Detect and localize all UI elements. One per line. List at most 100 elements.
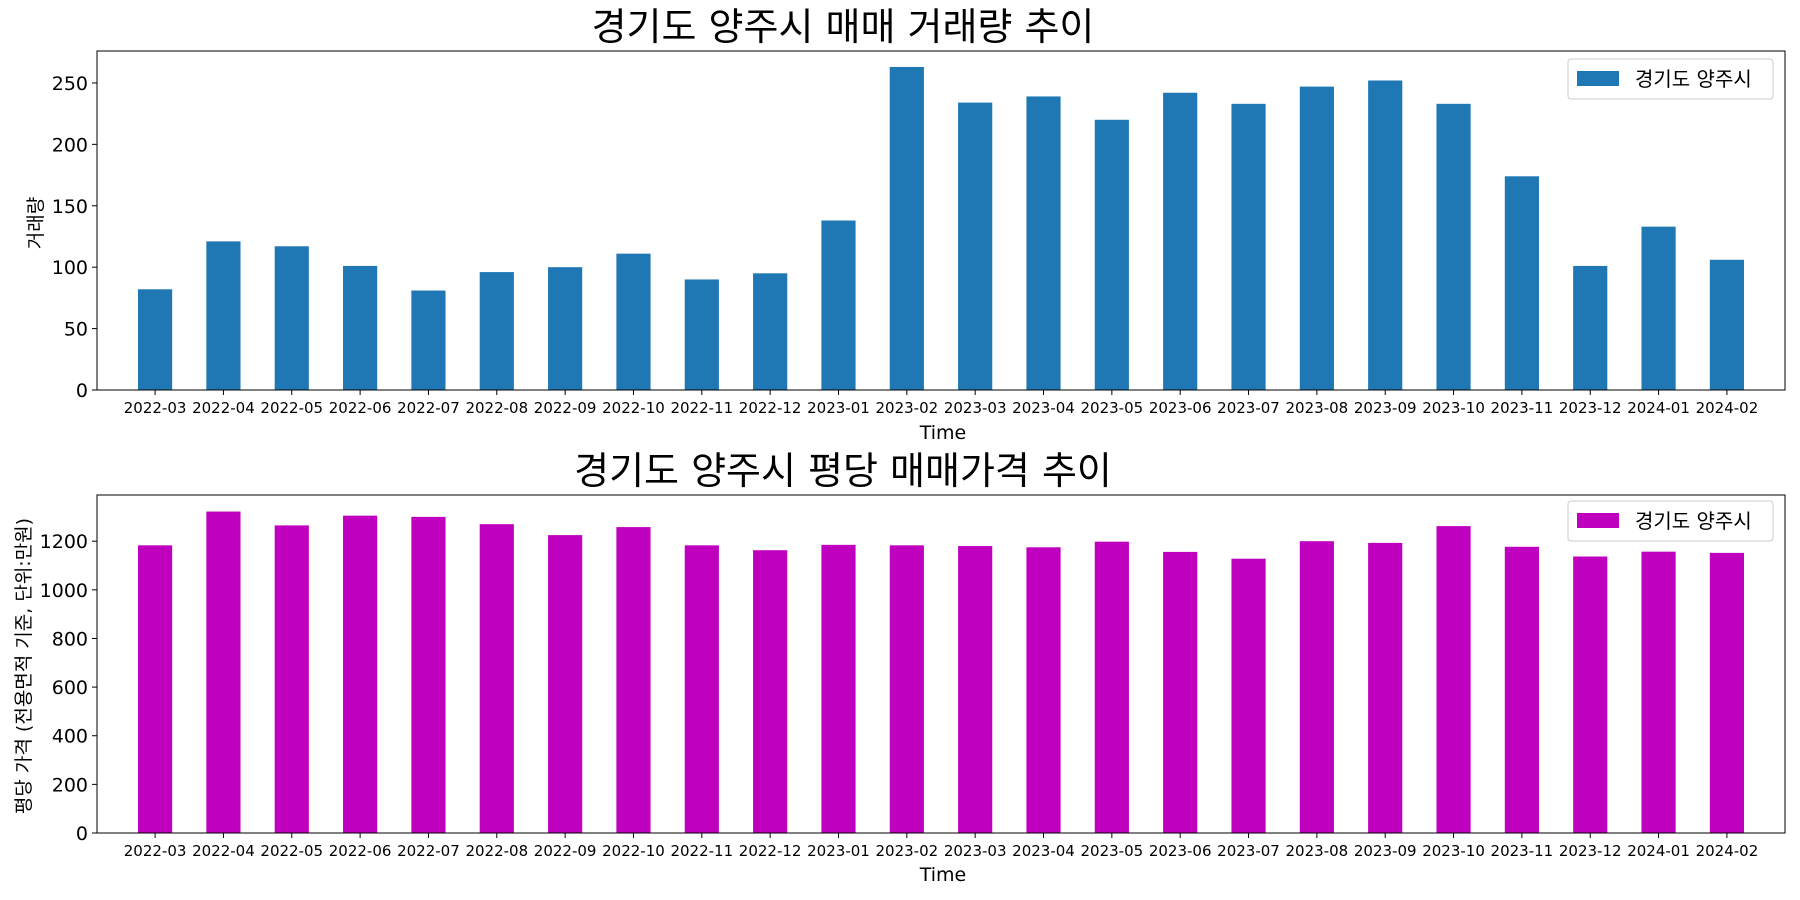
bar xyxy=(1504,176,1539,390)
plot-frame xyxy=(96,50,1786,391)
bar xyxy=(1231,558,1266,833)
x-tick-label: 2023-11 xyxy=(1491,842,1554,860)
x-tick-label: 2022-05 xyxy=(260,842,323,860)
x-tick-label: 2023-08 xyxy=(1286,842,1349,860)
x-tick-label: 2024-01 xyxy=(1627,399,1690,417)
x-tick-label: 2023-07 xyxy=(1217,399,1280,417)
x-tick-label: 2022-03 xyxy=(124,842,187,860)
y-tick-label: 0 xyxy=(76,380,88,402)
x-tick-label: 2023-07 xyxy=(1217,842,1280,860)
x-tick-label: 2023-10 xyxy=(1422,399,1485,417)
x-tick-label: 2024-02 xyxy=(1696,399,1759,417)
x-tick-label: 2023-04 xyxy=(1012,399,1075,417)
x-tick-label: 2023-05 xyxy=(1081,842,1144,860)
transaction-volume-chart: 경기도 양주시 매매 거래량 추이 거래량 Time 0 50 100 150 200 2… xyxy=(25,5,1786,444)
x-tick-label: 2024-01 xyxy=(1627,842,1690,860)
bar xyxy=(1436,103,1471,390)
bar xyxy=(753,273,788,390)
x-tick-label: 2023-02 xyxy=(875,399,938,417)
x-tick-label: 2022-06 xyxy=(329,842,392,860)
x-tick-label: 2022-09 xyxy=(534,399,597,417)
x-tick-label: 2022-07 xyxy=(397,399,460,417)
y-tick-label: 800 xyxy=(52,628,88,650)
plot-frame xyxy=(96,494,1786,834)
bar xyxy=(1094,119,1129,391)
bar xyxy=(1709,259,1744,390)
x-ticks: 2022-03 2022-04 2022-05 2022-06 2022-07 2022-… xyxy=(124,390,1759,417)
legend-swatch xyxy=(1577,71,1619,86)
bar xyxy=(958,546,993,833)
bar xyxy=(548,267,583,390)
y-tick-label: 150 xyxy=(52,196,88,218)
bar xyxy=(1368,80,1403,390)
x-tick-label: 2023-06 xyxy=(1149,399,1212,417)
x-tick-label: 2023-01 xyxy=(807,842,870,860)
x-tick-label: 2023-06 xyxy=(1149,842,1212,860)
x-tick-label: 2022-11 xyxy=(670,842,733,860)
y-tick-label: 400 xyxy=(52,726,88,748)
x-tick-label: 2023-02 xyxy=(875,842,938,860)
bar xyxy=(1436,526,1471,833)
x-tick-label: 2022-07 xyxy=(397,842,460,860)
y-tick-label: 1200 xyxy=(40,531,88,553)
y-tick-label: 200 xyxy=(52,134,88,156)
bar xyxy=(274,525,309,833)
bar xyxy=(206,511,241,833)
bar xyxy=(616,527,651,833)
x-tick-label: 2022-12 xyxy=(739,842,802,860)
bar xyxy=(138,289,173,390)
x-axis-label: Time xyxy=(919,864,967,886)
legend-box xyxy=(1567,58,1774,100)
bar xyxy=(411,516,446,833)
chart-title: 경기도 양주시 매매 거래량 추이 xyxy=(592,5,1095,49)
bar xyxy=(684,279,719,390)
y-tick-label: 1000 xyxy=(40,580,88,602)
chart-title: 경기도 양주시 평당 매매가격 추이 xyxy=(574,449,1112,493)
legend-label: 경기도 양주시 xyxy=(1635,509,1752,533)
bar xyxy=(479,524,514,833)
y-ticks: 0 200 400 600 800 1000 1200 xyxy=(40,531,97,845)
legend-label: 경기도 양주시 xyxy=(1635,67,1752,91)
x-tick-label: 2022-06 xyxy=(329,399,392,417)
bar xyxy=(1026,96,1061,391)
bar xyxy=(138,545,173,833)
legend: 경기도 양주시 xyxy=(1567,58,1774,100)
bar xyxy=(1163,551,1198,833)
x-tick-label: 2022-08 xyxy=(465,399,528,417)
bar xyxy=(1026,547,1061,833)
x-tick-label: 2023-11 xyxy=(1491,399,1554,417)
bar xyxy=(753,550,788,833)
legend-swatch xyxy=(1577,513,1619,528)
bar xyxy=(1504,546,1539,833)
bar xyxy=(616,253,651,390)
bar-group xyxy=(138,511,1744,833)
y-axis-label: 평당 가격 (전용면적 기준, 단위:만원) xyxy=(13,518,35,814)
x-tick-label: 2022-05 xyxy=(260,399,323,417)
x-tick-label: 2024-02 xyxy=(1696,842,1759,860)
bar xyxy=(889,66,924,390)
x-tick-label: 2022-09 xyxy=(534,842,597,860)
x-tick-label: 2022-10 xyxy=(602,842,665,860)
x-tick-label: 2022-04 xyxy=(192,399,255,417)
x-tick-label: 2022-10 xyxy=(602,399,665,417)
bar xyxy=(821,544,856,833)
bar xyxy=(343,515,378,833)
bar xyxy=(1231,103,1266,390)
y-axis-label: 거래량 xyxy=(25,197,47,249)
bar xyxy=(274,246,309,390)
bar xyxy=(1299,86,1334,390)
y-tick-label: 0 xyxy=(76,823,88,845)
bar xyxy=(206,241,241,390)
x-tick-label: 2023-09 xyxy=(1354,842,1417,860)
bar xyxy=(1573,556,1608,833)
legend: 경기도 양주시 xyxy=(1567,500,1774,542)
y-tick-label: 250 xyxy=(52,73,88,95)
y-ticks: 0 50 100 150 200 250 xyxy=(52,73,97,402)
bar xyxy=(889,545,924,833)
bar-group xyxy=(138,66,1744,391)
x-tick-label: 2023-08 xyxy=(1286,399,1349,417)
legend-box xyxy=(1567,500,1774,542)
bar xyxy=(548,535,583,833)
x-tick-label: 2023-10 xyxy=(1422,842,1485,860)
